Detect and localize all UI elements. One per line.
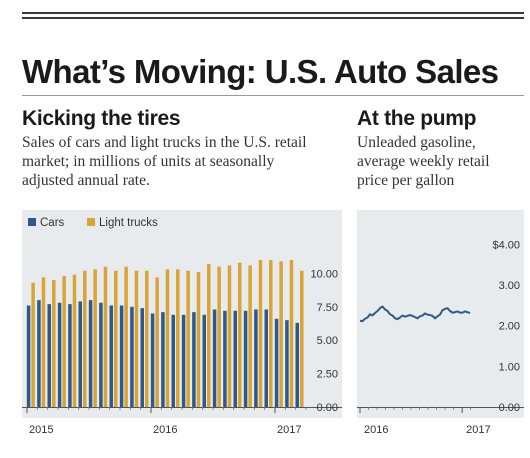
bar-light-trucks (196, 272, 201, 407)
bar-cars (68, 304, 72, 407)
x-tick-label: 2017 (277, 424, 301, 436)
y-tick-label: 10.00 (310, 268, 338, 280)
right-panel-title: At the pump (357, 107, 477, 130)
bar-cars (254, 309, 258, 407)
bar-cars (109, 305, 113, 407)
bar-cars (119, 305, 124, 407)
bar-light-trucks (227, 265, 232, 407)
bar-cars (243, 310, 248, 407)
y-tick-label: 1.00 (499, 361, 520, 373)
bar-light-trucks (72, 274, 77, 407)
y-tick-label: 5.00 (317, 335, 338, 347)
bar-cars (212, 309, 217, 407)
bar-cars (181, 314, 186, 407)
x-tick-label: 2016 (364, 424, 388, 436)
y-tick-label: 2.50 (317, 369, 338, 381)
right-subtitle-line-3: price per gallon (357, 172, 455, 189)
bar-light-trucks (279, 261, 283, 407)
bar-light-trucks (207, 264, 211, 407)
y-tick-label: 3.00 (499, 280, 520, 292)
y-tick-label: $4.00 (492, 239, 520, 251)
bar-light-trucks (258, 260, 263, 407)
bar-cars (295, 322, 299, 407)
legend-label-light-trucks: Light trucks (99, 217, 158, 229)
bar-light-trucks (93, 269, 97, 407)
bar-cars (192, 312, 196, 407)
right-panel-subtitle: Unleaded gasoline, average weekly retail… (357, 133, 527, 190)
bar-light-trucks (83, 270, 87, 407)
bar-cars (223, 310, 227, 407)
bar-cars (78, 301, 82, 407)
y-tick-label: 2.00 (499, 321, 520, 333)
x-tick-label: 2017 (466, 424, 490, 436)
bar-light-trucks (41, 277, 46, 407)
x-tick-label: 2015 (29, 424, 53, 436)
left-subtitle-line-1: Sales of cars and light trucks in the U.… (22, 134, 307, 151)
left-panel-title: Kicking the tires (22, 107, 181, 130)
bar-light-trucks (124, 266, 128, 407)
y-tick-label: 7.50 (317, 302, 338, 314)
bar-light-trucks (176, 269, 180, 407)
bar-light-trucks (217, 266, 221, 407)
bar-cars (233, 310, 237, 407)
bar-light-trucks (103, 266, 108, 407)
page-title: What’s Moving: U.S. Auto Sales (22, 53, 499, 90)
bar-light-trucks (31, 282, 35, 407)
bar-light-trucks (145, 270, 149, 407)
bar-cars (274, 318, 279, 407)
gas-price-line (359, 305, 471, 323)
title-divider (22, 95, 524, 96)
bar-cars (99, 302, 103, 407)
bar-cars (57, 302, 62, 407)
bar-light-trucks (62, 276, 66, 407)
bar-light-trucks (269, 260, 273, 407)
left-subtitle-line-2: market; in millions of units at seasonal… (22, 153, 275, 170)
bar-light-trucks (114, 270, 118, 407)
bar-light-trucks (186, 270, 190, 407)
right-subtitle-line-1: Unleaded gasoline, (357, 134, 476, 151)
bar-cars (171, 314, 175, 407)
bar-light-trucks (289, 260, 294, 407)
bar-cars (37, 300, 41, 407)
right-subtitle-line-2: average weekly retail (357, 153, 490, 170)
bar-cars (140, 308, 144, 407)
bar-cars (264, 309, 268, 407)
bar-light-trucks (134, 270, 139, 407)
legend-label-cars: Cars (40, 217, 65, 229)
bar-cars (150, 313, 155, 407)
y-tick-label: 0.00 (499, 402, 520, 414)
top-rule (22, 12, 524, 14)
bar-cars (47, 304, 51, 407)
bar-light-trucks (300, 270, 304, 407)
bar-cars (285, 320, 289, 407)
left-subtitle-line-3: adjusted annual rate. (22, 172, 150, 189)
bar-light-trucks (238, 262, 242, 407)
bar-light-trucks (248, 265, 252, 407)
bar-cars (202, 314, 206, 407)
bar-cars (130, 306, 134, 407)
legend-swatch-cars (28, 218, 36, 226)
bar-cars (161, 312, 165, 407)
bar-cars (88, 300, 93, 407)
y-tick-label: 0.00 (317, 402, 338, 414)
bar-light-trucks (52, 280, 56, 407)
bar-cars (26, 305, 31, 407)
top-rule-second (22, 17, 524, 19)
left-panel-subtitle: Sales of cars and light trucks in the U.… (22, 133, 352, 190)
bar-light-trucks (155, 277, 159, 407)
bar-light-trucks (165, 269, 170, 407)
legend-swatch-light-trucks (87, 218, 95, 226)
x-tick-label: 2016 (153, 424, 177, 436)
